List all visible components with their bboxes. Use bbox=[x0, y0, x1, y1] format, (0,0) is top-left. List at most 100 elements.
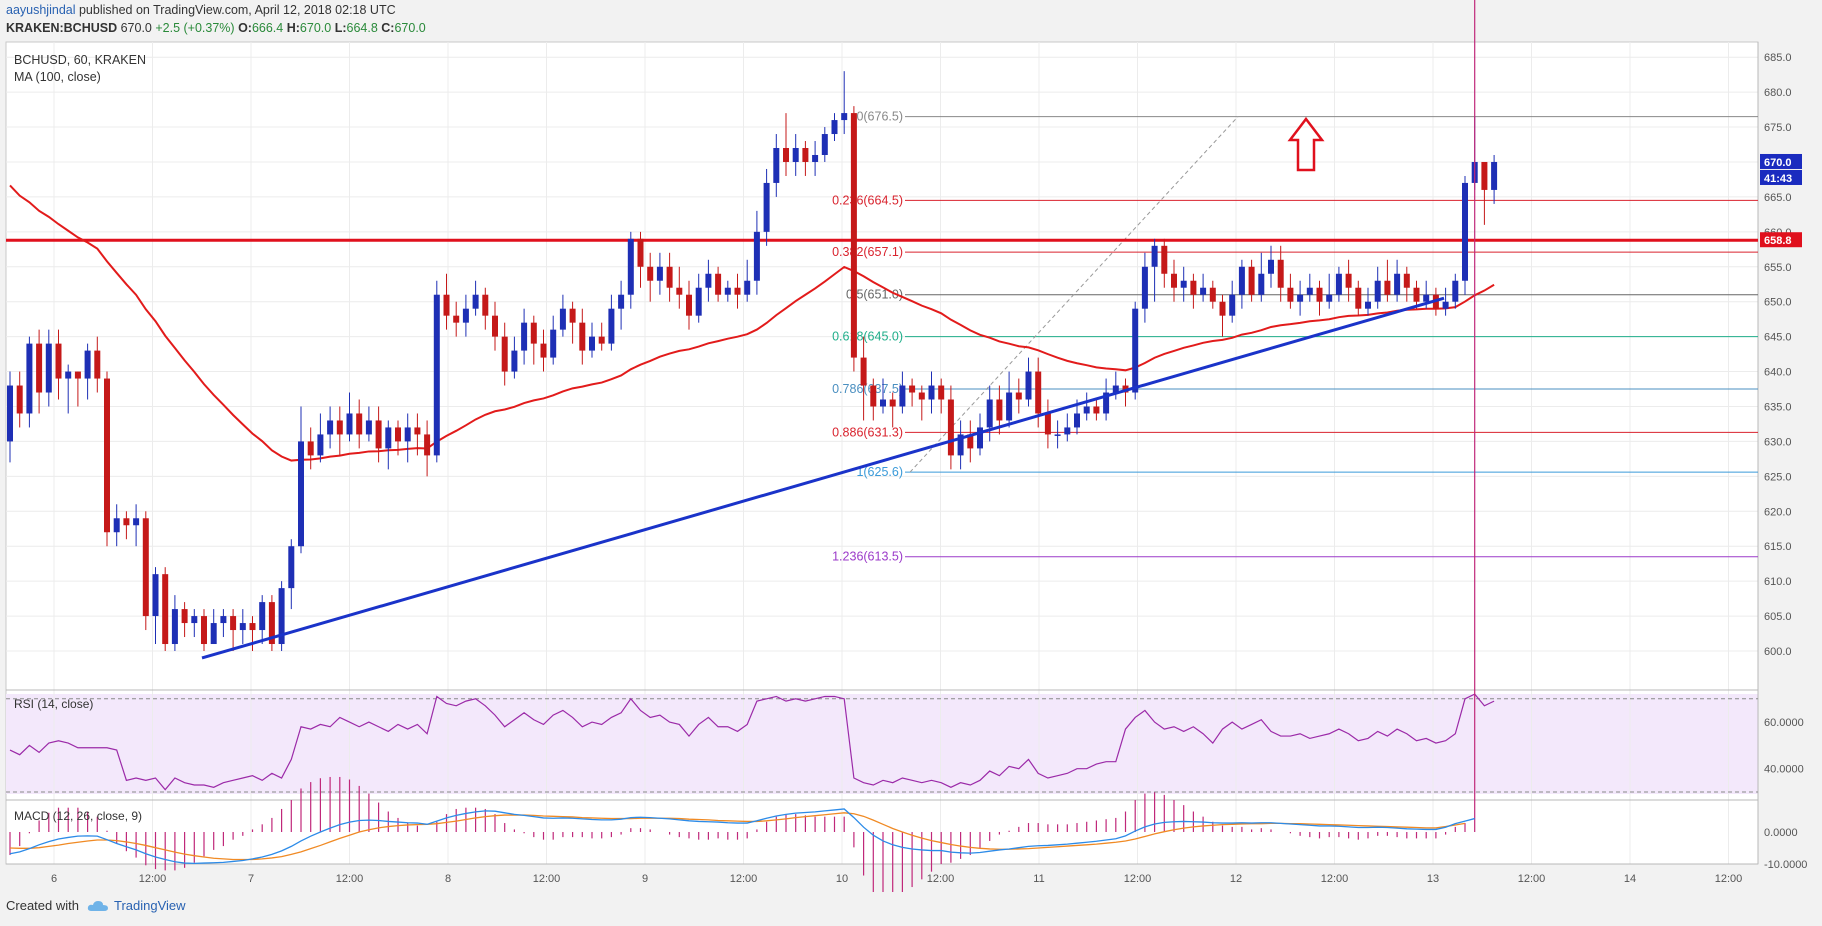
price-tick-label: 680.0 bbox=[1764, 87, 1792, 99]
footer: Created with TradingView bbox=[6, 898, 186, 913]
trendline-stroke bbox=[201, 296, 1445, 660]
candle-body bbox=[268, 602, 275, 645]
low-label: L: bbox=[334, 21, 347, 35]
candle-body bbox=[986, 399, 993, 428]
candle-body bbox=[74, 371, 81, 379]
candles bbox=[7, 71, 1498, 651]
author-link[interactable]: aayushjindal bbox=[6, 3, 76, 17]
fib-level-label: 1.236(613.5) bbox=[832, 550, 903, 564]
price-badge-text: 670.0 bbox=[1764, 157, 1792, 169]
price-badges: 670.0 41:43 658.8 bbox=[1760, 153, 1802, 248]
candle-body bbox=[181, 609, 188, 624]
candle-body bbox=[1248, 266, 1255, 295]
candle-body bbox=[84, 350, 91, 379]
candle-body bbox=[94, 350, 101, 379]
time-tick-label: 12:00 bbox=[1715, 873, 1743, 885]
candle-body bbox=[947, 399, 954, 456]
candle-body bbox=[530, 322, 537, 344]
candle-body bbox=[511, 350, 518, 372]
candle-body bbox=[1132, 308, 1139, 393]
candle-body bbox=[375, 420, 382, 449]
countdown-badge-text: 41:43 bbox=[1764, 173, 1792, 185]
candle-body bbox=[889, 399, 896, 407]
candle-body bbox=[676, 287, 683, 295]
time-tick-label: 13 bbox=[1427, 873, 1439, 885]
candle-body bbox=[1423, 294, 1430, 302]
candle-body bbox=[220, 616, 227, 624]
open-label: O: bbox=[238, 21, 252, 35]
publish-info: published on TradingView.com, April 12, … bbox=[78, 3, 396, 17]
time-tick-label: 6 bbox=[51, 873, 57, 885]
time-tick-label: 7 bbox=[248, 873, 254, 885]
candle-body bbox=[928, 385, 935, 400]
tradingview-link[interactable]: TradingView bbox=[87, 898, 186, 913]
candle-body bbox=[288, 546, 295, 589]
candle-body bbox=[666, 266, 673, 288]
candle-body bbox=[462, 308, 469, 323]
price-change: +2.5 (+0.37%) bbox=[155, 21, 235, 35]
fib-level-label: 1(625.6) bbox=[856, 465, 903, 479]
candle-body bbox=[472, 294, 479, 309]
candle-body bbox=[482, 294, 489, 316]
candle-body bbox=[424, 434, 431, 456]
candle-body bbox=[45, 343, 52, 393]
fib-level-label: 0.382(657.1) bbox=[832, 245, 903, 259]
candle-body bbox=[1413, 287, 1420, 302]
time-tick-label: 10 bbox=[836, 873, 848, 885]
candle-body bbox=[1306, 287, 1313, 295]
candle-body bbox=[1481, 161, 1488, 190]
candle-body bbox=[1355, 287, 1362, 309]
candle-body bbox=[938, 385, 945, 400]
time-tick-label: 12 bbox=[1230, 873, 1242, 885]
created-with-label: Created with bbox=[6, 898, 79, 913]
candle-body bbox=[734, 287, 741, 295]
candle-body bbox=[230, 616, 237, 631]
time-tick-label: 12:00 bbox=[927, 873, 955, 885]
fib-level-label: 0.786(637.5) bbox=[832, 382, 903, 396]
candle-body bbox=[627, 238, 634, 295]
time-axis: 6 12:00 7 12:00 8 12:00 9 12:00 10 12:00 11 12:00 12… bbox=[51, 873, 1742, 885]
time-tick-label: 12:00 bbox=[1124, 873, 1152, 885]
candle-body bbox=[210, 623, 217, 645]
candle-body bbox=[1209, 287, 1216, 302]
price-tick-label: 665.0 bbox=[1764, 192, 1792, 204]
candle-body bbox=[142, 518, 149, 617]
candle-body bbox=[899, 385, 906, 407]
price-tick-label: 650.0 bbox=[1764, 297, 1792, 309]
candle-body bbox=[1074, 413, 1080, 428]
candle-body bbox=[1035, 371, 1042, 414]
low-value: 664.8 bbox=[346, 21, 378, 35]
candle-body bbox=[191, 616, 198, 624]
candle-body bbox=[55, 343, 62, 379]
rsi-band-fill bbox=[6, 694, 1758, 794]
macd-line bbox=[9, 808, 1475, 865]
candle-body bbox=[1384, 280, 1391, 295]
time-tick-label: 11 bbox=[1033, 873, 1044, 885]
price-tick-label: 610.0 bbox=[1764, 576, 1792, 588]
candle-body bbox=[724, 287, 731, 295]
candle-body bbox=[1229, 294, 1236, 316]
price-tick-label: 635.0 bbox=[1764, 401, 1792, 413]
time-tick-label: 12:00 bbox=[533, 873, 561, 885]
tradingview-brand: TradingView bbox=[113, 898, 186, 913]
price-tick-label: 645.0 bbox=[1764, 332, 1792, 344]
candle-body bbox=[1151, 245, 1158, 267]
trendline[interactable] bbox=[201, 296, 1445, 660]
chart-canvas[interactable]: 0(676.5)0.236(664.5)0.382(657.1)0.5(651.… bbox=[0, 0, 1822, 892]
close-value: 670.0 bbox=[394, 21, 426, 35]
candle-body bbox=[753, 231, 760, 281]
macd-tick-label: 0.0000 bbox=[1764, 827, 1798, 839]
price-badge bbox=[1760, 153, 1802, 169]
candle-body bbox=[1054, 434, 1061, 436]
candle-body bbox=[346, 413, 353, 435]
legend-macd: MACD (12, 26, close, 9) bbox=[14, 809, 142, 823]
candle-body bbox=[1006, 392, 1013, 421]
candle-body bbox=[36, 343, 43, 393]
candle-body bbox=[385, 427, 392, 449]
candle-body bbox=[113, 518, 120, 533]
candle-body bbox=[589, 336, 595, 351]
candle-body bbox=[550, 329, 557, 358]
candle-body bbox=[1200, 287, 1207, 295]
candle-body bbox=[996, 399, 1003, 421]
fib-level-label: 0.886(631.3) bbox=[832, 425, 903, 439]
